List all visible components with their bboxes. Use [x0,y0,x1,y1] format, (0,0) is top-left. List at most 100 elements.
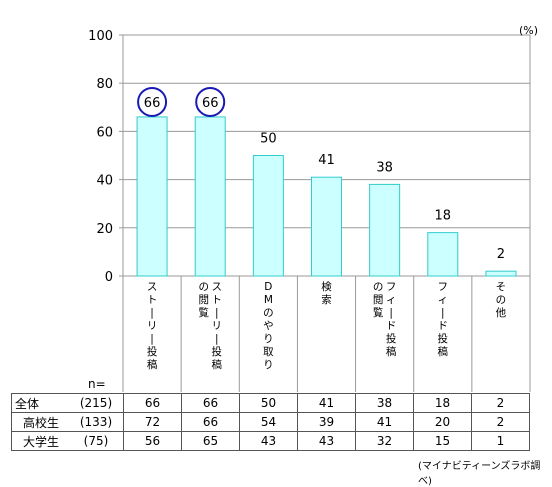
category-label-char: 索 [321,293,332,306]
category-label-char: ス [211,281,222,293]
table-cell: 20 [413,412,472,432]
row-label: 大学生 [11,431,69,451]
table-cell: 2 [471,393,530,413]
category-label-char: の [198,281,209,293]
data-label: 41 [318,153,335,168]
category-label-char: ド [386,320,397,332]
table-cell: 2 [471,412,530,432]
category-label-char: 他 [496,306,507,319]
table-cell: 50 [239,393,298,413]
category-label-char: | [150,333,154,345]
table-cell: 38 [355,393,414,413]
data-label: 2 [497,247,505,262]
highlight-circle [137,86,168,117]
data-label: 66 [202,96,219,111]
category-label-char: | [441,307,445,319]
category-label-char: り [263,359,274,371]
table-cell: 65 [181,431,240,451]
data-label: 66 [144,96,161,111]
category-label-char: ト [211,294,222,306]
category-label-char: D [264,281,272,293]
category-label-char: リ [147,320,158,332]
table-cell: 41 [297,393,356,413]
table-cell: 66 [181,393,240,413]
category-label-char: 投 [438,332,449,345]
bar [311,176,342,277]
table-cell: 72 [123,412,182,432]
table-cell: 15 [413,431,472,451]
table-cell: 43 [239,431,298,451]
category-label-char: ィ [438,294,449,306]
row-n: (75) [69,431,124,451]
category-label-char: | [215,307,219,319]
category-label-char: 稿 [386,345,397,358]
category-label-char: | [215,333,219,345]
bar [194,116,226,277]
y-tick-label: 80 [96,77,113,92]
category-label-char: の [263,307,274,319]
category-label-char: 取 [263,346,274,358]
row-n: (133) [69,412,124,432]
category-label-char: の [496,294,507,306]
y-tick-label: 100 [88,29,113,44]
y-tick-label: 20 [96,222,113,237]
y-tick-label: 60 [96,125,113,140]
category-label-char: リ [211,320,222,332]
table-cell: 66 [123,393,182,413]
category-label-char: の [373,281,384,293]
category-label-char: 覧 [373,306,384,319]
category-label-char: 投 [386,332,397,345]
data-table: 全体 (215) 66 66 50 41 38 18 2 高校生 (133) 72 66 54 39 41 20… [11,393,530,451]
n-label: n= [88,377,106,391]
category-label-char: 投 [211,345,222,358]
category-label-char: 閲 [373,294,384,306]
category-label-char: 検 [321,280,332,293]
table-cell: 54 [239,412,298,432]
bar [252,155,284,277]
category-label-char: そ [496,281,507,293]
table-cell: 66 [181,412,240,432]
category-label-char: | [150,307,154,319]
source-label: (マイナビティーンズラボ調べ) [418,461,541,487]
data-label: 50 [260,132,277,147]
category-label-char: フ [386,281,397,293]
category-label-char: フ [438,281,449,293]
row-label: 高校生 [11,412,69,432]
y-tick-label: 40 [96,174,113,189]
data-label: 18 [435,209,452,224]
data-label: 38 [376,160,393,175]
row-n: (215) [69,393,124,413]
table-cell: 18 [413,393,472,413]
highlight-circle [195,86,226,117]
unit-label: (%) [519,24,539,37]
category-label-char: | [389,307,393,319]
table-cell: 56 [123,431,182,451]
table-cell: 43 [297,431,356,451]
row-label: 全体 [11,393,69,413]
bar [369,183,401,277]
category-label-char: 覧 [198,306,209,319]
table-cell: 41 [355,412,414,432]
category-label-char: 稿 [438,345,449,358]
bar [427,232,459,277]
category-label-char: ド [438,320,449,332]
category-label-char: 閲 [198,294,209,306]
table-row: 大学生 (75) 56 65 43 43 32 15 1 [11,431,530,451]
category-label-char: 投 [147,345,158,358]
category-label-char: 稿 [147,358,158,371]
table-row: 高校生 (133) 72 66 54 39 41 20 2 [11,412,530,432]
y-tick-label: 0 [105,270,113,285]
category-label-char: 稿 [211,358,222,371]
category-label-char: M [264,294,273,306]
category-label-char: ィ [386,294,397,306]
category-label-char: ト [147,294,158,306]
table-cell: 39 [297,412,356,432]
table-cell: 32 [355,431,414,451]
bar [485,270,517,277]
category-label-char: ス [147,281,158,293]
table-cell: 1 [471,431,530,451]
table-row: 全体 (215) 66 66 50 41 38 18 2 [11,393,530,413]
category-label-char: り [263,333,274,345]
bar [136,116,168,277]
bar-chart: 02040608010066スト|リ|投稿66スト|リ|投稿の閲覧50DMのやり… [88,29,531,392]
